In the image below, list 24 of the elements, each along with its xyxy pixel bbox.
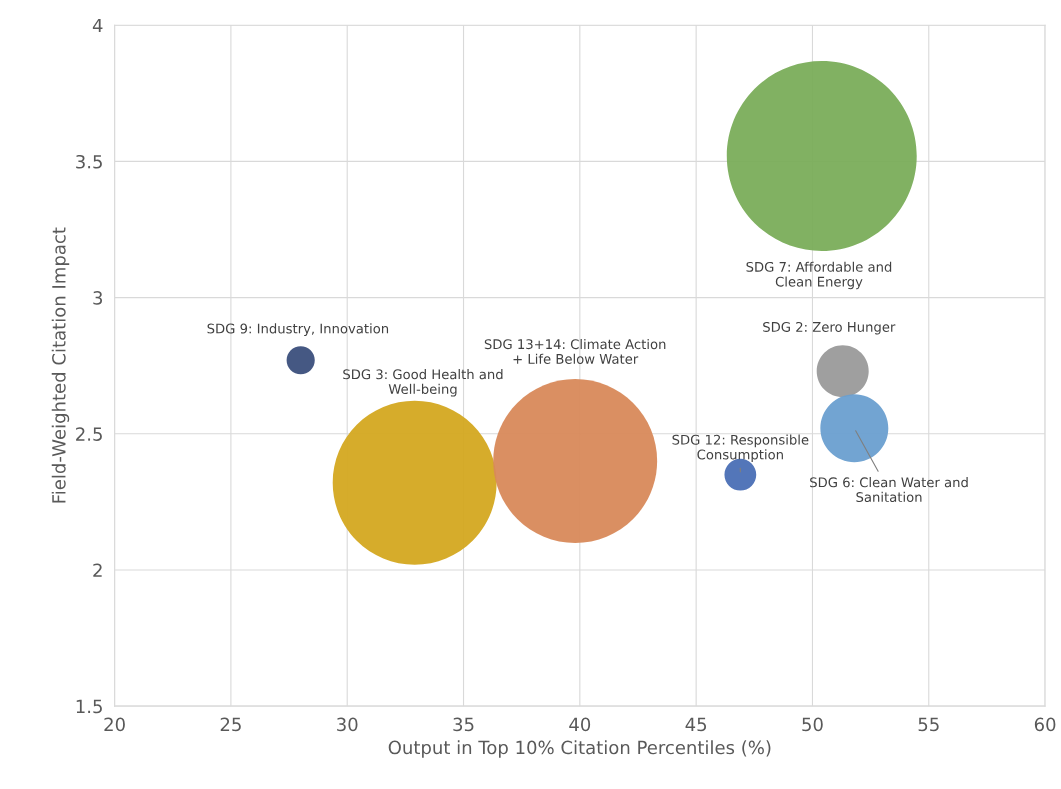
x-tick-label: 25: [220, 717, 241, 732]
text: SDG 6: Clean Water and Sanitation: [810, 477, 968, 503]
x-axis-title: Output in Top 10% Citation Percentiles (%): [388, 740, 771, 758]
x-tick-label: 30: [337, 717, 358, 732]
y-tick-label: 3: [93, 291, 103, 305]
y-tick-label: 1.5: [76, 699, 102, 714]
series-label: SDG 12: Responsible Consumption: [672, 434, 809, 463]
y-axis-title: Field-Weighted Citation Impact: [51, 227, 70, 503]
x-tick-label: 45: [685, 717, 707, 732]
x-tick-label: 55: [918, 717, 939, 732]
series-label: SDG 2: Zero Hunger: [763, 321, 896, 335]
x-tick-label: 35: [453, 717, 474, 732]
text: SDG 13+14: Climate Action + Life Below Water: [484, 338, 666, 364]
y-tick-label: 3.5: [76, 154, 102, 169]
x-tick-label: 60: [1034, 717, 1056, 732]
series-label: SDG 3: Good Health and Well-being: [343, 369, 503, 397]
series-label: SDG 9: Industry, Innovation: [207, 323, 389, 337]
x-tick-label: 40: [569, 717, 591, 732]
x-tick-label: 20: [104, 717, 125, 732]
y-tick-label: 2.5: [76, 427, 102, 441]
y-tick-label: 2: [93, 563, 102, 577]
x-tick-label: 50: [802, 717, 823, 732]
series-label: SDG 7: Affordable and Clean Energy: [746, 261, 892, 290]
y-tick-label: 4: [92, 18, 103, 33]
